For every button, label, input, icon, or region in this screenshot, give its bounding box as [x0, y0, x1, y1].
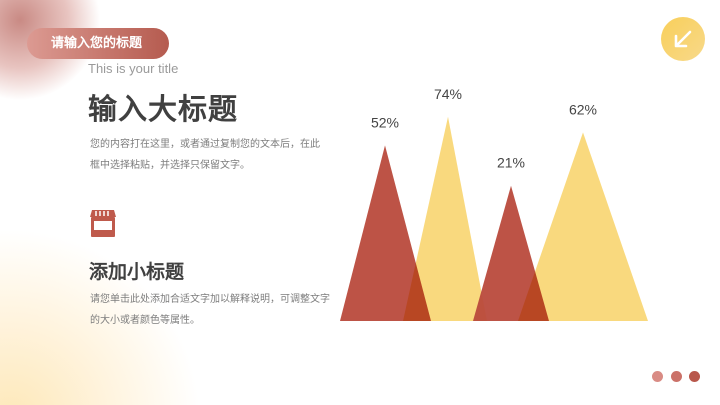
title-pill: 请输入您的标题: [27, 28, 169, 59]
triangle-chart: 52% 74% 21% 62%: [340, 86, 648, 321]
body-paragraph: 您的内容打在这里，或者通过复制您的文本后，在此框中选择粘贴，并选择只保留文字。: [90, 139, 320, 171]
section-paragraph: 请您单击此处添加合适文字加以解释说明，可调整文字的大小或者颜色等属性。: [90, 294, 330, 326]
shop-icon: [90, 210, 116, 237]
pager-dot-1[interactable]: [652, 371, 663, 382]
data-label-4: 62%: [569, 101, 597, 117]
pager-dot-3[interactable]: [689, 371, 700, 382]
data-label-2: 74%: [434, 86, 462, 102]
subtitle-english: This is your title: [88, 61, 179, 76]
pager-dot-2[interactable]: [671, 371, 682, 382]
corner-arrow-button[interactable]: [661, 17, 705, 61]
section-title: 添加小标题: [89, 261, 185, 283]
arrow-down-left-icon: [674, 30, 692, 48]
triangle-mark-1: [340, 145, 431, 321]
triangle-mark-2: [403, 116, 487, 321]
triangle-mark-4: [518, 132, 648, 321]
main-title: 输入大标题: [88, 92, 239, 126]
data-label-1: 52%: [371, 114, 399, 130]
data-label-3: 21%: [497, 155, 525, 171]
